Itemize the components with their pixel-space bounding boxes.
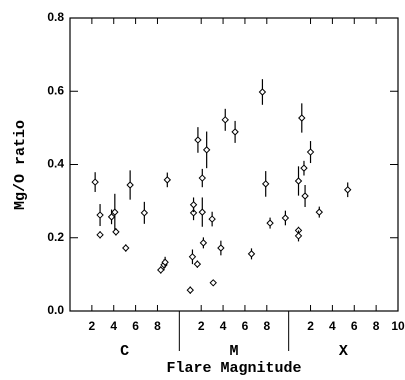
plot-frame — [69, 17, 399, 312]
x-tick-label: 8 — [373, 319, 380, 333]
x-tick-label: 4 — [110, 319, 117, 333]
x-tick-label: 2 — [307, 319, 314, 333]
data-point — [161, 258, 169, 266]
data-point — [221, 116, 229, 124]
x-tick-label: 6 — [351, 319, 358, 333]
data-point — [294, 177, 303, 185]
data-point — [294, 232, 303, 240]
data-point — [194, 136, 202, 144]
data-point — [163, 176, 172, 184]
data-point — [202, 146, 211, 154]
class-label: X — [339, 343, 348, 360]
data-point — [189, 201, 198, 209]
y-tick-label: 0.6 — [47, 83, 64, 97]
data-point — [140, 209, 149, 217]
data-point — [96, 231, 104, 239]
data-point — [186, 286, 194, 294]
x-tick-label: 6 — [132, 319, 139, 333]
data-point — [301, 192, 309, 200]
data-point — [209, 279, 217, 287]
x-tick-label: 4 — [329, 319, 336, 333]
data-point — [126, 181, 134, 189]
data-point — [343, 186, 352, 194]
data-point — [266, 219, 274, 227]
x-tick-label: 10 — [391, 319, 405, 333]
y-axis-label: Mg/O ratio — [12, 120, 29, 210]
x-tick-label: 4 — [220, 319, 227, 333]
data-point — [193, 260, 202, 268]
data-point — [111, 208, 119, 216]
y-tick-label: 0.0 — [47, 303, 64, 317]
data-point — [281, 214, 290, 222]
data-point — [91, 178, 99, 186]
data-point — [189, 209, 198, 217]
data-point — [208, 215, 216, 223]
data-point — [157, 266, 165, 274]
x-tick-label: 6 — [242, 319, 249, 333]
data-point — [247, 250, 256, 258]
data-point — [199, 239, 208, 247]
class-label: C — [120, 343, 129, 360]
x-tick-label: 8 — [154, 319, 161, 333]
x-tick-label: 8 — [263, 319, 270, 333]
data-point — [315, 208, 323, 216]
y-tick-label: 0.4 — [47, 157, 64, 171]
data-point — [188, 253, 197, 261]
data-point — [122, 244, 130, 252]
data-point — [96, 211, 104, 219]
data-point — [258, 88, 267, 96]
data-point — [107, 213, 116, 221]
x-tick-label: 2 — [89, 319, 96, 333]
y-tick-label: 0.8 — [47, 10, 64, 24]
data-point — [217, 244, 225, 252]
data-point — [112, 228, 120, 236]
data-point — [198, 174, 207, 182]
data-point — [306, 148, 315, 156]
data-point — [231, 128, 239, 136]
data-point — [198, 208, 207, 216]
y-tick-label: 0.2 — [47, 230, 64, 244]
data-point — [298, 114, 306, 122]
data-point — [300, 164, 308, 172]
data-point — [261, 180, 270, 188]
x-tick-label: 2 — [198, 319, 205, 333]
class-label: M — [229, 343, 238, 360]
x-axis-label: Flare Magnitude — [166, 360, 301, 377]
